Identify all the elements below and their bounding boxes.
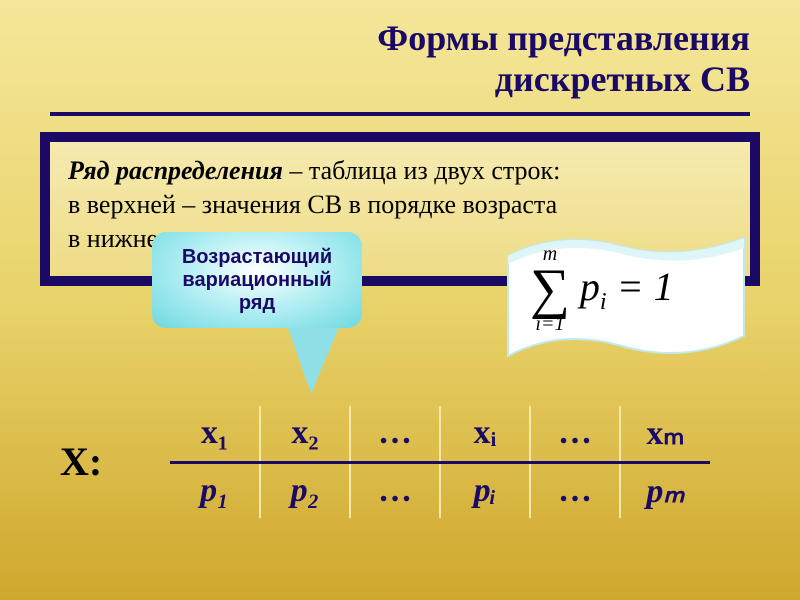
sigma-lower: i=1 bbox=[535, 314, 564, 334]
series-table: x₁ x₂ … xᵢ … xₘ p₁ p₂ … pᵢ … pₘ bbox=[170, 406, 710, 518]
cell-p-dots-1: … bbox=[350, 462, 440, 518]
slide-title: Формы представления дискретных СВ bbox=[210, 18, 750, 101]
cell-pi: pᵢ bbox=[440, 462, 530, 518]
cell-xm: xₘ bbox=[620, 406, 710, 462]
cell-x-dots-1: … bbox=[350, 406, 440, 462]
formula-rhs: = 1 bbox=[607, 264, 674, 309]
cell-p2: p₂ bbox=[260, 462, 350, 518]
callout-bubble: Возрастающий вариационный ряд bbox=[152, 232, 362, 328]
cell-xi: xᵢ bbox=[440, 406, 530, 462]
cell-p-dots-2: … bbox=[530, 462, 620, 518]
row-probs: p₁ p₂ … pᵢ … pₘ bbox=[170, 462, 710, 518]
title-underline bbox=[50, 112, 750, 116]
cell-p1: p₁ bbox=[170, 462, 260, 518]
cell-x1: x₁ bbox=[170, 406, 260, 462]
cell-x-dots-2: … bbox=[530, 406, 620, 462]
sigma-symbol: ∑ bbox=[530, 264, 570, 314]
callout-line-2: вариационный bbox=[182, 269, 331, 291]
sum-formula: m ∑ i=1 pi = 1 bbox=[530, 244, 730, 354]
definition-lead: Ряд распределения – таблица из двух стро… bbox=[68, 156, 732, 186]
series-label: X: bbox=[60, 438, 102, 485]
formula-body: pi = 1 bbox=[580, 264, 674, 309]
formula-sub: i bbox=[600, 289, 607, 315]
callout-line-3: ряд bbox=[239, 292, 275, 314]
definition-term: Ряд распределения bbox=[68, 156, 283, 185]
cell-x2: x₂ bbox=[260, 406, 350, 462]
callout-line-1: Возрастающий bbox=[182, 246, 332, 268]
title-line-1: Формы представления bbox=[377, 18, 750, 58]
formula-flag: m ∑ i=1 pi = 1 bbox=[500, 228, 750, 368]
definition-rest: – таблица из двух строк: bbox=[283, 156, 561, 185]
definition-line-2: в верхней – значения СВ в порядке возрас… bbox=[68, 190, 732, 220]
cell-pm: pₘ bbox=[620, 462, 710, 518]
title-line-2: дискретных СВ bbox=[495, 59, 750, 99]
callout-tail bbox=[287, 318, 352, 395]
sigma-block: m ∑ i=1 bbox=[530, 244, 570, 334]
formula-var: p bbox=[580, 264, 600, 309]
row-values: x₁ x₂ … xᵢ … xₘ bbox=[170, 406, 710, 462]
